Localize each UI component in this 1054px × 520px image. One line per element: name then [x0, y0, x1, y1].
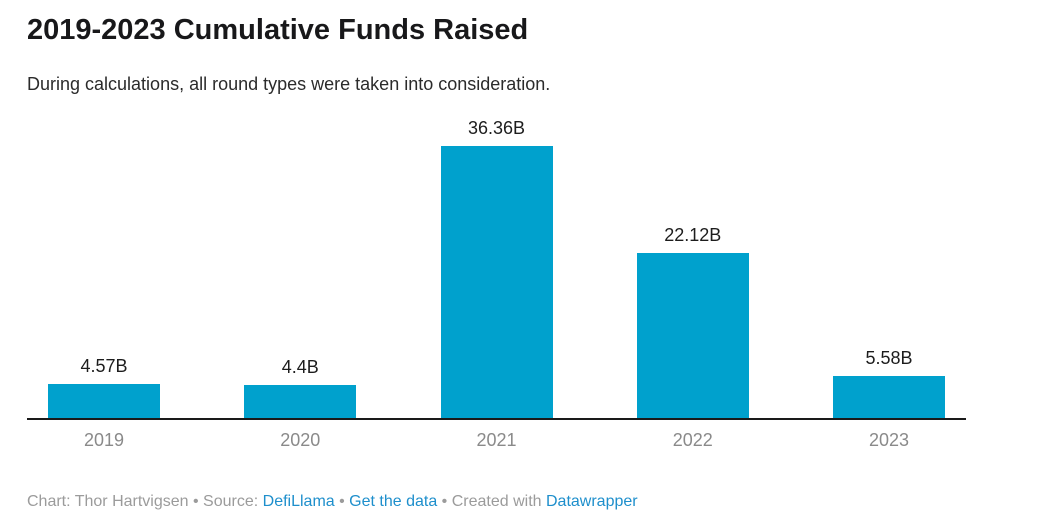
footer-separator: •: [437, 493, 452, 510]
bar: [48, 384, 160, 418]
bar-column: 36.36B: [440, 118, 553, 418]
x-tick-label: 2020: [280, 430, 321, 450]
bar-value-label: 36.36B: [467, 118, 526, 139]
footer-get-data-link[interactable]: Get the data: [349, 493, 438, 510]
attribution-footer: Chart: Thor Hartvigsen • Source: DefiLla…: [27, 492, 638, 513]
bar-value-label: 22.12B: [664, 225, 722, 246]
bar: [833, 376, 945, 418]
bar-column: 5.58B: [833, 348, 945, 418]
footer-source-label: Source:: [203, 493, 263, 510]
footer-credit: Chart: Thor Hartvigsen: [27, 493, 189, 510]
bar-column: 4.57B: [48, 356, 160, 418]
chart-title: 2019-2023 Cumulative Funds Raised: [27, 14, 529, 46]
footer-separator: •: [334, 493, 350, 510]
footer-tool-link[interactable]: Datawrapper: [546, 493, 638, 510]
x-tick-label: 2019: [83, 430, 125, 450]
bar-column: 22.12B: [636, 225, 749, 418]
chart-subtitle: During calculations, all round types wer…: [27, 74, 551, 94]
x-tick-label: 2023: [868, 430, 910, 450]
plot-area: 4.57B 4.4B 36.36B 22.12B 5.58B: [27, 110, 966, 420]
bar-column: 4.4B: [244, 357, 357, 418]
bar: [244, 385, 357, 418]
footer-separator: •: [188, 493, 204, 510]
x-axis-ticks: 2019 2020 2021 2022 2023: [27, 430, 966, 452]
bar-value-label: 4.4B: [281, 357, 319, 378]
footer-source-link[interactable]: DefiLlama: [262, 493, 335, 510]
bar-value-label: 4.57B: [80, 356, 128, 377]
footer-created-with-label: Created with: [451, 493, 546, 510]
bar: [636, 253, 749, 418]
bar-value-label: 5.58B: [865, 348, 913, 369]
bar: [440, 146, 553, 418]
x-tick-label: 2022: [672, 430, 713, 450]
x-tick-label: 2021: [476, 430, 517, 450]
